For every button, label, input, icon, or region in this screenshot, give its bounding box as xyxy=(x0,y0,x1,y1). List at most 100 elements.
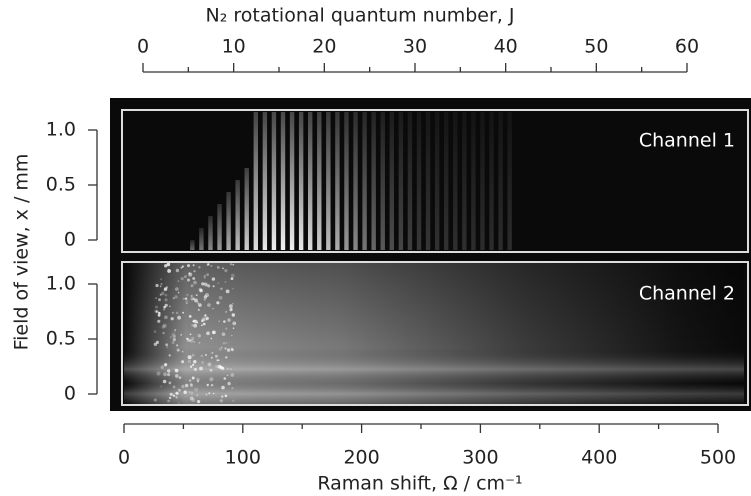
rotational-line xyxy=(416,112,422,250)
top-axis-title: N₂ rotational quantum number, J xyxy=(205,5,514,27)
noise-speckle xyxy=(231,302,234,305)
noise-speckle xyxy=(162,331,165,335)
noise-speckle xyxy=(168,381,172,385)
rotational-line xyxy=(280,112,286,250)
noise-speckle xyxy=(184,297,188,300)
noise-speckle xyxy=(160,283,163,285)
noise-speckle xyxy=(203,283,206,285)
noise-speckle xyxy=(212,330,216,335)
noise-speckle xyxy=(196,394,199,396)
rotational-line xyxy=(271,112,277,250)
noise-speckle xyxy=(167,399,170,403)
noise-speckle xyxy=(155,283,159,288)
noise-speckle xyxy=(186,302,188,305)
noise-speckle xyxy=(193,360,197,364)
noise-speckle xyxy=(217,359,220,362)
noise-speckle xyxy=(211,277,216,281)
noise-speckle xyxy=(220,395,224,398)
rotational-line xyxy=(480,112,485,250)
noise-speckle xyxy=(177,388,181,392)
noise-speckle xyxy=(171,311,174,314)
x2-tick-label: 0 xyxy=(137,36,149,58)
noise-speckle xyxy=(226,348,231,352)
noise-speckle xyxy=(212,307,214,310)
noise-speckle xyxy=(218,295,223,300)
noise-speckle xyxy=(232,327,235,330)
noise-speckle xyxy=(226,367,229,370)
noise-speckle xyxy=(164,363,168,367)
noise-speckle xyxy=(231,273,235,278)
noise-speckle xyxy=(193,341,196,343)
noise-speckle xyxy=(222,267,224,270)
noise-speckle xyxy=(164,315,168,320)
noise-speckle xyxy=(227,381,231,386)
noise-speckle xyxy=(172,338,176,342)
noise-speckle xyxy=(187,264,190,268)
noise-speckle xyxy=(163,372,167,377)
noise-speckle xyxy=(167,373,171,377)
panel-label: Channel 1 xyxy=(639,130,735,152)
noise-speckle xyxy=(215,364,219,368)
rotational-line xyxy=(462,112,467,250)
rotational-line xyxy=(498,112,503,250)
noise-speckle xyxy=(190,297,194,301)
rotational-line xyxy=(444,112,449,250)
x-tick-label: 400 xyxy=(581,447,617,469)
noise-speckle xyxy=(185,383,189,388)
noise-speckle xyxy=(155,310,158,313)
noise-speckle xyxy=(199,288,203,293)
noise-speckle xyxy=(204,314,207,317)
noise-speckle xyxy=(169,396,172,399)
noise-speckle xyxy=(206,331,210,336)
x-tick-label: 300 xyxy=(462,447,498,469)
noise-speckle xyxy=(225,327,228,330)
noise-speckle xyxy=(164,303,168,307)
noise-speckle xyxy=(231,334,233,337)
noise-speckle xyxy=(198,303,202,307)
noise-speckle xyxy=(180,334,183,336)
noise-speckle xyxy=(225,310,228,313)
noise-speckle xyxy=(197,308,200,311)
noise-speckle xyxy=(177,315,182,320)
noise-speckle xyxy=(173,394,176,397)
rotational-line xyxy=(262,112,268,250)
noise-speckle xyxy=(226,374,229,377)
noise-speckle xyxy=(175,374,179,378)
noise-speckle xyxy=(171,341,175,345)
noise-speckle xyxy=(230,373,235,377)
rotational-line xyxy=(326,112,331,250)
rotational-line xyxy=(344,112,349,250)
noise-speckle xyxy=(217,364,222,369)
noise-speckle xyxy=(188,272,191,275)
noise-speckle xyxy=(168,354,171,357)
rotational-line xyxy=(371,112,376,250)
noise-speckle xyxy=(186,293,189,297)
noise-speckle xyxy=(215,354,218,358)
noise-speckle xyxy=(224,281,227,283)
noise-speckle xyxy=(205,354,207,356)
noise-speckle xyxy=(188,391,191,393)
noise-speckle xyxy=(208,392,211,395)
noise-speckle xyxy=(216,266,220,269)
noise-speckle xyxy=(231,348,234,352)
noise-speckle xyxy=(173,368,176,370)
noise-speckle xyxy=(190,383,193,387)
noise-speckle xyxy=(202,322,206,326)
noise-speckle xyxy=(167,268,170,271)
noise-speckle xyxy=(165,343,169,347)
noise-speckle xyxy=(196,377,200,382)
y-tick-label: 1.0 xyxy=(46,273,76,295)
noise-speckle xyxy=(164,298,168,302)
rotational-line xyxy=(389,112,394,250)
noise-speckle xyxy=(180,277,184,281)
noise-speckle xyxy=(172,385,176,389)
noise-speckle xyxy=(197,400,201,404)
noise-speckle xyxy=(227,318,231,322)
noise-speckle xyxy=(171,332,176,337)
noise-speckle xyxy=(210,356,213,359)
rotational-line xyxy=(489,112,494,250)
noise-speckle xyxy=(172,297,175,300)
noise-speckle xyxy=(212,285,215,288)
x2-tick-label: 40 xyxy=(494,36,518,58)
noise-speckle xyxy=(153,398,157,402)
